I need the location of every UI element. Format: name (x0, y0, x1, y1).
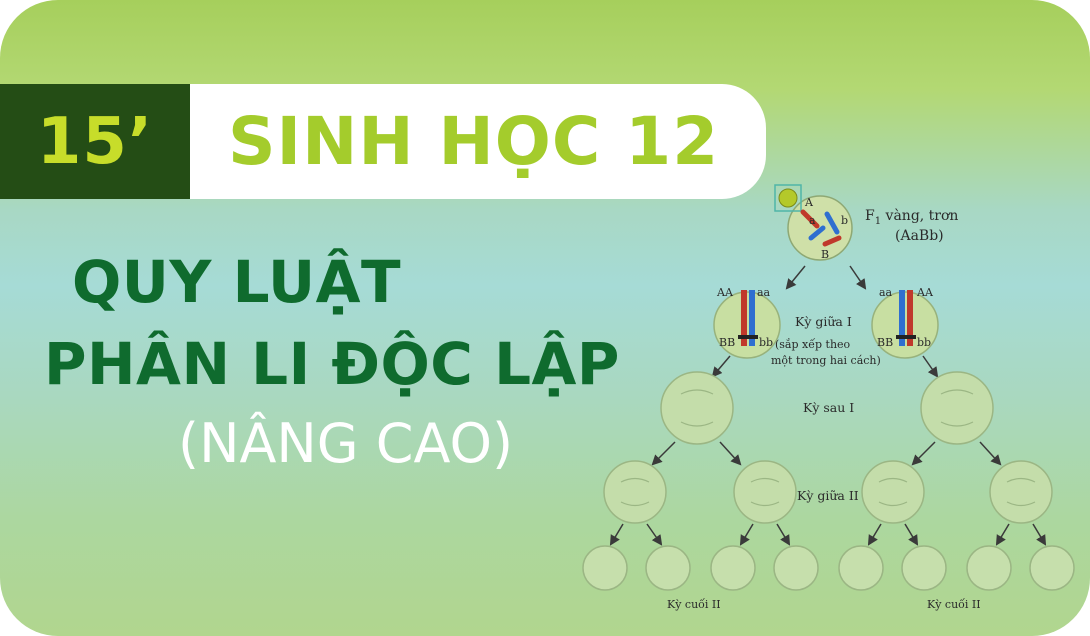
left-AA: AA (716, 286, 734, 299)
allele-B: B (821, 248, 829, 261)
right-bb: bb (917, 336, 931, 349)
highlight-box (774, 184, 802, 212)
allele-A: A (804, 196, 814, 209)
duration-badge: 15’ (0, 84, 190, 199)
telophase2-cell (645, 545, 691, 591)
f1-genotype: (AaBb) (895, 228, 944, 244)
metaphase2-cell-2 (733, 460, 797, 524)
metaphase1-left-cell (713, 290, 781, 359)
headline-line-1: QUY LUẬT (72, 248, 402, 316)
meiosis-diagram: A a b B F1 vàng, trơn (AaBb) AA aa BB bb… (582, 184, 1075, 611)
telophase2-cell (966, 545, 1012, 591)
telophase2-cell (901, 545, 947, 591)
telophase2-cell (838, 545, 884, 591)
telophase2-cell (710, 545, 756, 591)
telophase2-cell (1029, 545, 1075, 591)
anaphase1-left-cell (660, 371, 734, 445)
left-BB: BB (719, 336, 735, 349)
telophase2-cell (773, 545, 819, 591)
metaphase1-note-1: (sắp xếp theo (775, 338, 851, 351)
metaphase2-cell-4 (989, 460, 1053, 524)
left-bb: bb (759, 336, 773, 349)
metaphase2-caption: Kỳ giữa II (797, 488, 859, 503)
metaphase1-right-cell (871, 290, 939, 359)
metaphase1-note-2: một trong hai cách) (771, 354, 881, 367)
subtitle: (NÂNG CAO) (178, 412, 514, 475)
f1-label: F1 vàng, trơn (865, 207, 958, 227)
metaphase2-cell-1 (603, 460, 667, 524)
metaphase1-caption: Kỳ giữa I (795, 314, 852, 329)
f1-cell: A a b B (774, 184, 853, 261)
metaphase2-cell-3 (861, 460, 925, 524)
left-aa: aa (757, 286, 771, 299)
nucleolus-icon (778, 188, 798, 208)
anaphase1-caption: Kỳ sau I (803, 400, 854, 415)
right-aa: aa (879, 286, 893, 299)
headline-line-2: PHÂN LI ĐỘC LẬP (44, 330, 620, 398)
telophase2-cell (582, 545, 628, 591)
course-title: SINH HỌC 12 (228, 103, 720, 180)
telophase2-caption-right: Kỳ cuối II (927, 598, 981, 611)
allele-a: a (809, 214, 816, 227)
right-BB: BB (877, 336, 893, 349)
course-title-bar: SINH HỌC 12 (190, 84, 766, 199)
allele-b: b (841, 214, 848, 227)
duration-text: 15’ (36, 104, 154, 179)
right-AA: AA (916, 286, 934, 299)
telophase2-caption-left: Kỳ cuối II (667, 598, 721, 611)
anaphase1-right-cell (920, 371, 994, 445)
